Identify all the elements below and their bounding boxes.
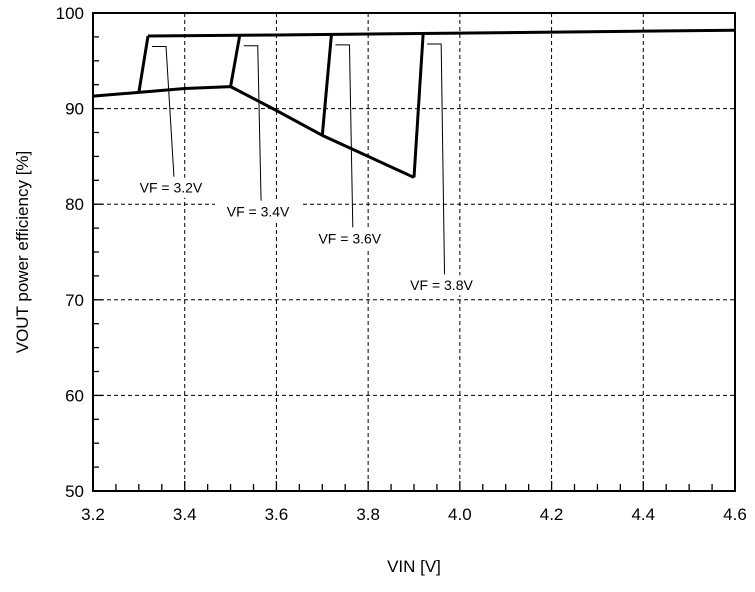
upper-efficiency-curve bbox=[148, 28, 736, 38]
tick-labels: 3.2 3.4 3.6 3.8 4.0 4.2 4.4 4.6 50 60 70 80 90 100 bbox=[56, 4, 747, 524]
x-tick-label: 4.4 bbox=[631, 505, 655, 524]
x-tick-label: 4.0 bbox=[448, 505, 472, 524]
x-axis-title: VIN [V] bbox=[387, 557, 441, 576]
plot-frame bbox=[92, 12, 736, 492]
x-tick-label: 3.6 bbox=[265, 505, 289, 524]
vf-transition-1 bbox=[137, 35, 150, 93]
annotation-leader bbox=[335, 44, 354, 228]
y-tick-label: 50 bbox=[65, 482, 84, 501]
annotation-label: VF = 3.2V bbox=[140, 180, 203, 196]
x-tick-label: 3.4 bbox=[173, 505, 197, 524]
series-annotations: VF = 3.2V VF = 3.4V VF = 3.6V VF = 3.8V bbox=[127, 43, 485, 296]
y-tick-label: 90 bbox=[65, 100, 84, 119]
vf-transition-2 bbox=[229, 34, 242, 87]
x-tick-label: 4.6 bbox=[723, 505, 747, 524]
annotation-leader bbox=[243, 45, 262, 201]
annotation-backdrop bbox=[215, 201, 302, 222]
y-tick-label: 70 bbox=[65, 291, 84, 310]
annotation-label: VF = 3.8V bbox=[410, 277, 473, 293]
lower-efficiency-curve bbox=[92, 85, 415, 179]
annotation-backdrop bbox=[398, 275, 485, 296]
y-tick-label: 100 bbox=[56, 4, 84, 23]
vf-transition-4 bbox=[412, 33, 425, 178]
y-tick-label: 60 bbox=[65, 386, 84, 405]
x-tick-label: 3.8 bbox=[356, 505, 380, 524]
annotation-backdrop bbox=[127, 177, 214, 198]
annotation-leader bbox=[152, 45, 175, 177]
vf-transition-3 bbox=[320, 34, 333, 136]
annotation-backdrop bbox=[306, 228, 393, 249]
annotation-label: VF = 3.6V bbox=[318, 230, 381, 246]
annotation-leader bbox=[427, 43, 446, 275]
grid-lines bbox=[93, 13, 735, 491]
annotation-label: VF = 3.4V bbox=[227, 204, 290, 220]
series-lines bbox=[92, 28, 736, 179]
x-tick-label: 4.2 bbox=[540, 505, 564, 524]
y-tick-label: 80 bbox=[65, 195, 84, 214]
y-axis-title: VOUT power efficiency [%] bbox=[13, 151, 32, 354]
x-tick-label: 3.2 bbox=[81, 505, 105, 524]
axis-ticks bbox=[92, 12, 736, 492]
